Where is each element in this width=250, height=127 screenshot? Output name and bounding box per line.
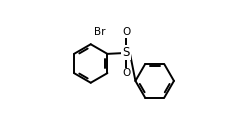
Text: S: S (122, 46, 129, 59)
Text: O: O (122, 68, 130, 78)
Text: O: O (122, 27, 130, 37)
Text: Br: Br (94, 27, 105, 37)
